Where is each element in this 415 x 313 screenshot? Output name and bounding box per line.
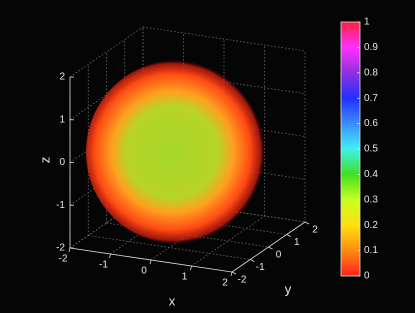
z-tick-label: 0: [59, 157, 65, 168]
colorbar-tick-label: 1: [364, 17, 370, 28]
colorbar-tick-label: 0.1: [364, 245, 378, 256]
y-axis-label: y: [285, 281, 292, 296]
x-tick: [190, 265, 192, 271]
y-tick: [304, 221, 310, 225]
axes: -2 -1 0 1 2 -2 -1 0 1 2 -2 -1 0 1 2: [56, 72, 318, 289]
x-tick: [109, 253, 111, 259]
grid-line: [69, 26, 144, 78]
colorbar-tick-label: 0.4: [364, 169, 378, 180]
y-tick: [250, 259, 255, 262]
colorbar-tick-label: 0.8: [364, 67, 378, 78]
y-tick-label: -2: [238, 275, 247, 286]
x-tick: [230, 271, 233, 277]
colorbar-tick-label: 0.5: [364, 144, 378, 155]
x-tick: [149, 259, 152, 265]
y-tick: [286, 234, 291, 237]
y-tick-label: -1: [256, 262, 265, 273]
grid-line: [142, 26, 306, 52]
x-tick-label: 1: [182, 272, 188, 283]
colorbar-tick-label: 0.3: [364, 194, 378, 205]
x-tick-label: 2: [222, 278, 228, 289]
colorbar-tick-label: 0: [364, 271, 370, 282]
z-tick-label: -2: [56, 243, 65, 254]
y-tick: [231, 271, 237, 275]
x-tick-label: -1: [99, 260, 108, 271]
colorbar-tick-label: 0.6: [364, 118, 378, 129]
z-tick-label: 1: [59, 114, 65, 125]
x-axis-label: x: [169, 293, 176, 308]
grid-line: [191, 215, 265, 267]
z-axis-label: z: [37, 157, 52, 164]
x-tick-label: 0: [141, 266, 147, 277]
y-tick: [268, 246, 273, 250]
y-tick-label: 1: [294, 237, 300, 248]
z-tick-label: -1: [56, 200, 65, 211]
colorbar: 0 0.1 0.2 0.3 0.4 0.5 0.6 0.7 0.8 0.9 1: [340, 17, 378, 282]
colorbar-tick-label: 0.9: [364, 42, 378, 53]
grid-line: [88, 235, 251, 260]
colorbar-tick-label: 0.2: [364, 220, 378, 231]
z-tick-label: 2: [59, 72, 65, 83]
colorbar-tick-label: 0.7: [364, 93, 378, 104]
volume-render: [86, 60, 270, 244]
x-tick-label: -2: [59, 254, 68, 265]
y-tick-label: 2: [312, 225, 318, 236]
y-tick-label: 0: [276, 250, 282, 261]
x-tick: [68, 247, 71, 253]
